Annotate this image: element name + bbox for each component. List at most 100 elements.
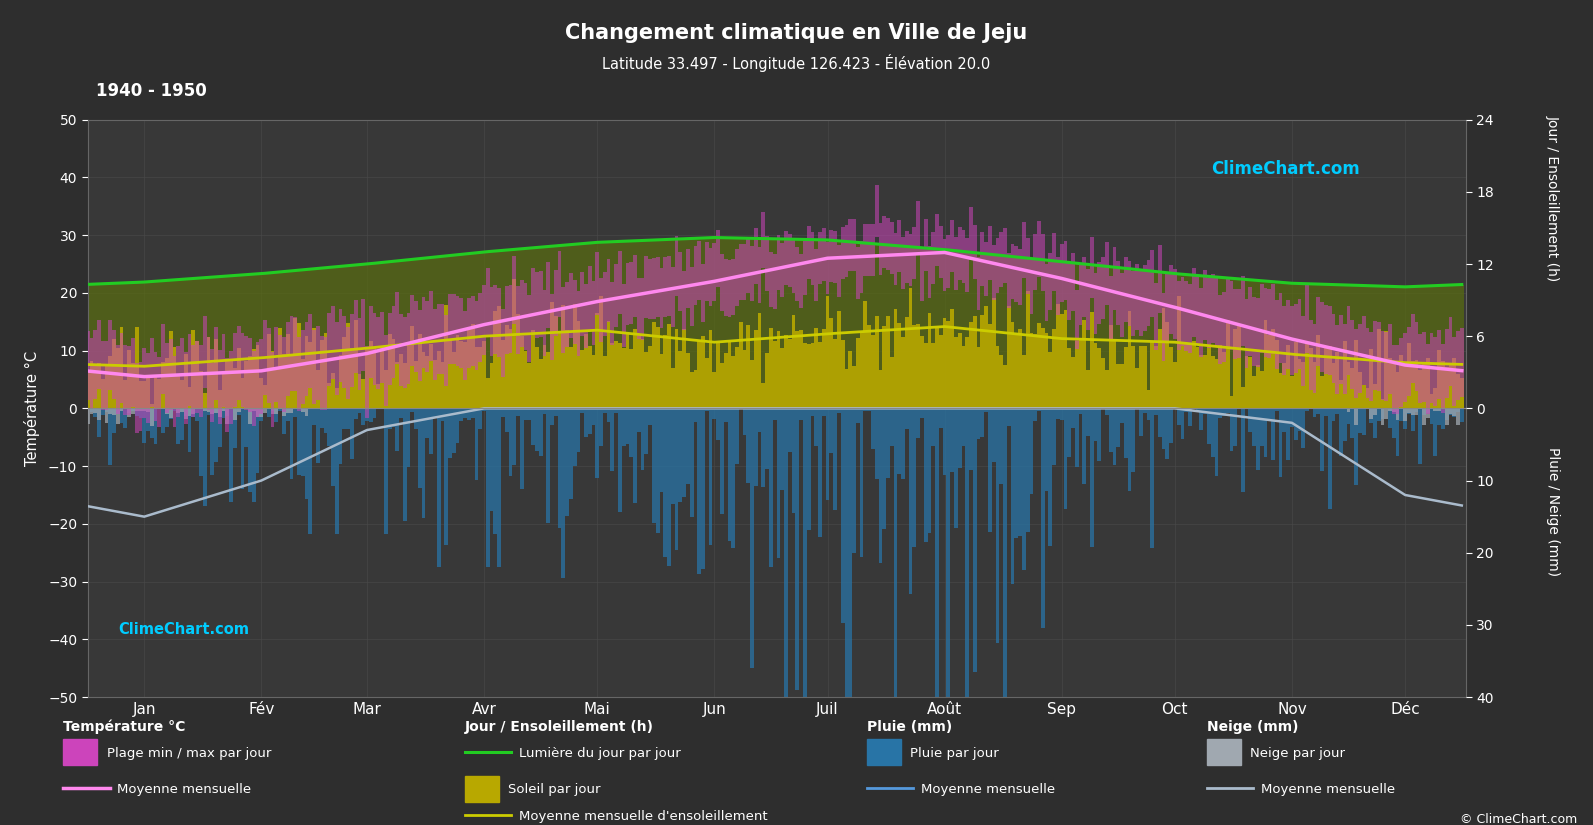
Bar <box>660 240 663 408</box>
Bar <box>339 266 342 408</box>
Bar <box>546 247 550 408</box>
Bar <box>1059 262 1064 408</box>
Bar <box>1252 408 1255 446</box>
Bar <box>323 268 327 408</box>
Bar <box>1423 286 1426 408</box>
Bar <box>97 408 100 419</box>
Bar <box>150 337 153 408</box>
Bar <box>1321 408 1324 470</box>
Bar <box>1362 385 1365 408</box>
Bar <box>709 408 712 544</box>
Bar <box>610 242 615 408</box>
Bar <box>1260 284 1263 353</box>
Bar <box>709 248 712 306</box>
Bar <box>112 330 116 399</box>
Bar <box>999 408 1004 483</box>
Bar <box>602 408 607 413</box>
Bar <box>1106 243 1109 304</box>
Bar <box>558 252 561 317</box>
Bar <box>494 285 497 354</box>
Bar <box>1313 362 1316 408</box>
Bar <box>1351 320 1354 389</box>
Bar <box>210 277 213 408</box>
Bar <box>274 370 279 408</box>
Bar <box>218 276 221 408</box>
Bar <box>1040 408 1045 628</box>
Bar <box>1203 271 1207 340</box>
Bar <box>1418 408 1423 464</box>
Bar <box>188 408 191 416</box>
Bar <box>905 318 908 408</box>
Bar <box>400 354 403 408</box>
Bar <box>599 243 602 408</box>
Bar <box>467 408 472 420</box>
Bar <box>1453 408 1456 416</box>
Bar <box>1120 408 1125 423</box>
Bar <box>346 408 350 429</box>
Bar <box>1034 259 1037 408</box>
Bar <box>637 335 640 408</box>
Bar <box>172 356 177 427</box>
Bar <box>124 346 127 415</box>
Bar <box>894 233 897 285</box>
Bar <box>199 278 202 408</box>
Bar <box>400 261 403 408</box>
Bar <box>652 240 656 408</box>
Bar <box>1219 408 1222 417</box>
Bar <box>924 248 927 408</box>
Bar <box>1445 367 1448 408</box>
Bar <box>221 408 226 412</box>
Bar <box>1018 249 1023 304</box>
Bar <box>747 408 750 483</box>
Bar <box>94 330 97 399</box>
Bar <box>282 408 285 434</box>
Bar <box>100 379 105 408</box>
Bar <box>274 327 279 402</box>
Bar <box>472 253 475 408</box>
Bar <box>591 281 596 345</box>
Bar <box>648 346 652 408</box>
Bar <box>513 256 516 324</box>
Bar <box>747 324 750 408</box>
Bar <box>1429 394 1434 408</box>
Bar <box>792 239 795 408</box>
Bar <box>720 364 723 408</box>
Bar <box>663 408 667 557</box>
Bar <box>758 248 761 303</box>
Bar <box>436 351 441 408</box>
Bar <box>414 301 417 372</box>
Bar <box>252 351 255 426</box>
Bar <box>1346 408 1351 412</box>
Bar <box>1279 374 1282 408</box>
Bar <box>753 238 758 408</box>
Bar <box>886 408 890 478</box>
Bar <box>339 309 342 382</box>
Bar <box>753 229 758 284</box>
Bar <box>373 348 376 408</box>
Bar <box>403 364 406 408</box>
Bar <box>357 374 362 408</box>
Bar <box>1376 322 1381 391</box>
Bar <box>1045 333 1048 408</box>
Bar <box>1395 345 1400 414</box>
Bar <box>1188 344 1192 408</box>
Bar <box>543 247 546 408</box>
Bar <box>524 283 527 350</box>
Bar <box>327 384 331 408</box>
Bar <box>1456 374 1459 408</box>
Bar <box>1346 362 1351 408</box>
Bar <box>255 342 260 417</box>
Bar <box>1340 315 1343 384</box>
Bar <box>1067 262 1070 408</box>
Text: Neige par jour: Neige par jour <box>1251 747 1344 760</box>
Bar <box>795 408 800 691</box>
Bar <box>301 270 304 408</box>
Bar <box>1343 342 1346 408</box>
Bar <box>158 379 161 408</box>
Bar <box>290 354 293 408</box>
Bar <box>1437 408 1442 425</box>
Bar <box>969 323 973 408</box>
Bar <box>1131 269 1136 408</box>
Bar <box>1070 263 1075 408</box>
Bar <box>233 408 237 421</box>
